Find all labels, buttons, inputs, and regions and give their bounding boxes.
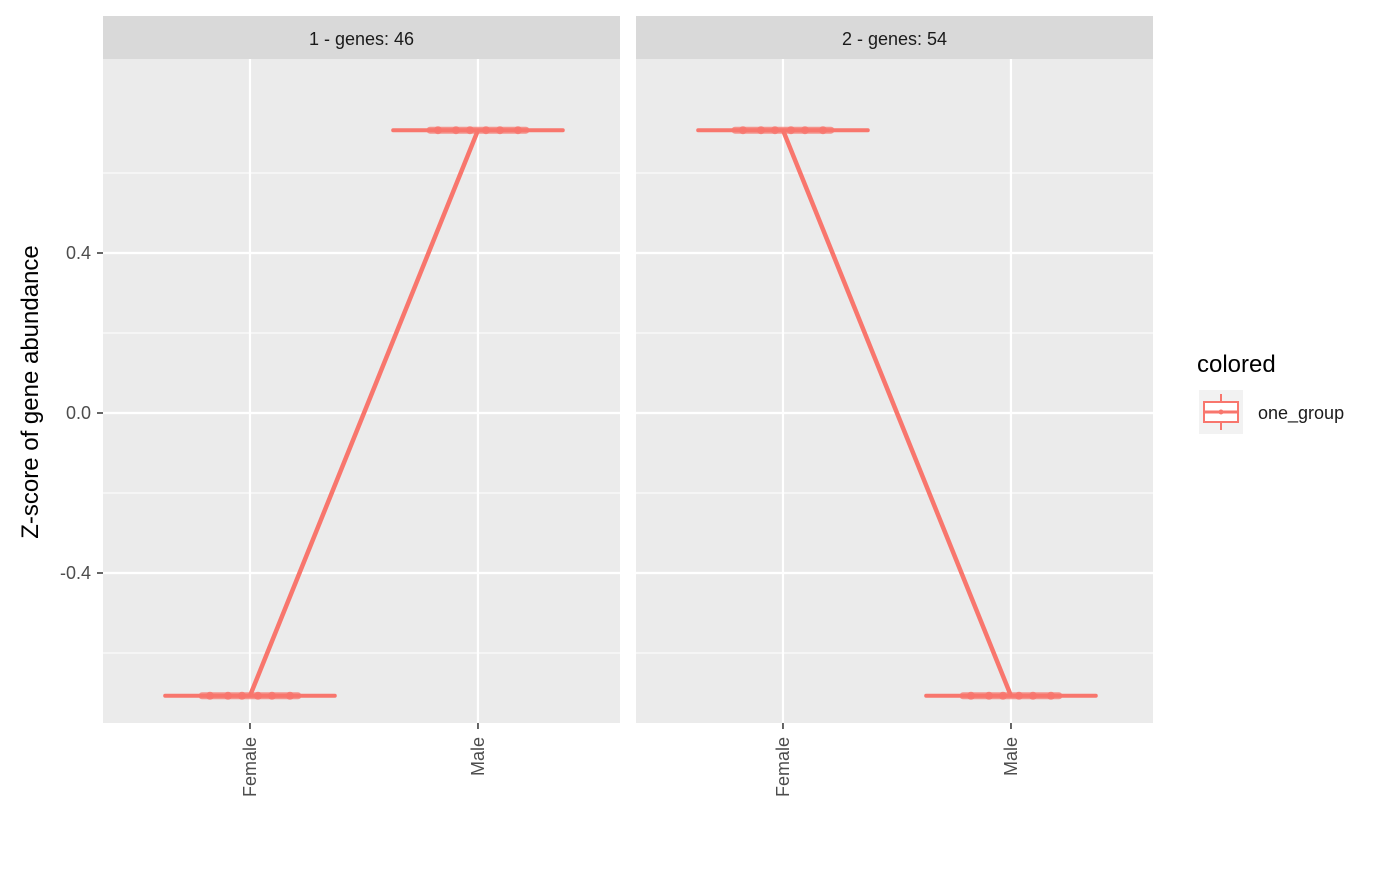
plot-panel-1 <box>103 59 620 723</box>
data-point <box>800 126 809 135</box>
data-point <box>984 691 993 700</box>
data-point <box>966 691 975 700</box>
data-point <box>237 691 246 700</box>
facet-title-2: 2 - genes: 54 <box>842 29 947 49</box>
facet-title-1: 1 - genes: 46 <box>309 29 414 49</box>
data-point <box>1028 691 1037 700</box>
y-tick-label: -0.4 <box>60 563 91 583</box>
data-point <box>495 126 504 135</box>
data-point <box>786 126 795 135</box>
data-point <box>1046 691 1055 700</box>
facet-panel-2: 2 - genes: 54 <box>636 16 1153 723</box>
data-point <box>451 126 460 135</box>
legend-key-boxplot-icon <box>1203 394 1239 430</box>
data-point <box>1014 691 1023 700</box>
plot-panel-2 <box>636 59 1153 723</box>
data-point <box>433 126 442 135</box>
facet-strip-1 <box>103 16 620 59</box>
y-axis-title: Z-score of gene abundance <box>17 245 44 539</box>
grid-lines <box>103 59 1153 723</box>
legend: colored one_group <box>1197 351 1344 434</box>
y-tick-label: 0.0 <box>66 403 91 423</box>
data-point <box>770 126 779 135</box>
x-tick-label-female: Female <box>240 737 260 797</box>
data-point <box>998 691 1007 700</box>
x-tick-label-male: Male <box>1001 737 1021 776</box>
data-point <box>756 126 765 135</box>
data-point <box>738 126 747 135</box>
data-point <box>253 691 262 700</box>
data-marks <box>163 126 1098 700</box>
x-tick-label-female: Female <box>773 737 793 797</box>
legend-title: colored <box>1197 351 1276 378</box>
facet-strip-2 <box>636 16 1153 59</box>
data-point <box>267 691 276 700</box>
series-line-one_group <box>780 129 1014 697</box>
data-point <box>481 126 490 135</box>
data-point <box>465 126 474 135</box>
data-point <box>513 126 522 135</box>
data-point <box>285 691 294 700</box>
data-point <box>818 126 827 135</box>
facet-panel-1: 1 - genes: 46 <box>103 16 620 723</box>
y-tick-label: 0.4 <box>66 243 91 263</box>
series-line-one_group <box>247 129 481 697</box>
axes: Female Male Female Male -0.4 0.0 0.4 <box>60 243 1021 797</box>
data-point <box>223 691 232 700</box>
legend-label-one-group: one_group <box>1258 403 1344 424</box>
data-point <box>205 691 214 700</box>
x-tick-label-male: Male <box>468 737 488 776</box>
